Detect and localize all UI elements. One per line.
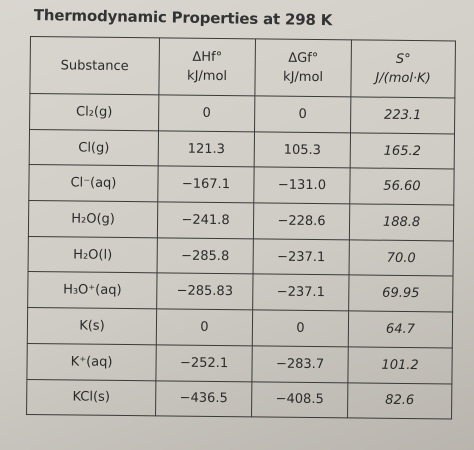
table-row: H₂O(g) −241.8 −228.6 188.8 [28,200,454,241]
substance-cell: Cl(g) [29,129,159,167]
header-symbol: ΔGf° [288,50,319,67]
value-cell: 188.8 [349,203,454,241]
value-cell: 121.3 [158,130,255,168]
table-row: Cl₂(g) 0 0 223.1 [29,93,455,134]
properties-table: Substance ΔHf° kJ/mol ΔGf° kJ/mol S° J/(mol·K)… [26,36,456,420]
header-unit: kJ/mol [187,68,228,85]
substance-cell: K(s) [27,307,157,345]
value-cell: 69.95 [348,275,454,313]
value-cell: −283.7 [251,345,349,383]
header-symbol: ΔHf° [192,49,223,66]
header-cell: Substance [29,36,160,95]
value-cell: −167.1 [157,166,255,203]
table-row: Cl⁻(aq) −167.1 −131.0 56.60 [28,164,455,206]
table-row: H₃O⁺(aq) −285.83 −237.1 69.95 [27,271,454,313]
value-cell: 105.3 [254,131,351,169]
header-cell: ΔGf° kJ/mol [254,38,352,97]
value-cell: −285.83 [156,273,254,310]
substance-cell: Cl₂(g) [29,93,159,131]
value-cell: 0 [254,95,351,133]
table-row: K⁺(aq) −252.1 −283.7 101.2 [26,343,453,384]
header-cell: ΔHf° kJ/mol [158,37,256,96]
substance-cell: K⁺(aq) [26,343,157,381]
header-cell: S° J/(mol·K) [350,39,456,98]
value-cell: 0 [252,309,349,347]
value-cell: −285.8 [157,237,254,275]
value-cell: −228.6 [253,202,350,240]
table-row: KCl(s) −436.5 −408.5 82.6 [26,378,452,420]
header-symbol: S° [395,51,411,67]
value-cell: 56.60 [349,168,455,206]
value-cell: −408.5 [251,381,348,419]
value-cell: 70.0 [349,239,454,277]
substance-cell: Cl⁻(aq) [28,164,159,202]
value-cell: −237.1 [252,274,350,311]
value-cell: 223.1 [350,96,455,134]
table-row: H₂O(l) −285.8 −237.1 70.0 [28,236,454,277]
value-cell: 0 [158,94,255,132]
header-symbol: Substance [60,57,129,74]
substance-cell: H₂O(l) [28,236,158,274]
table-header: Substance ΔHf° kJ/mol ΔGf° kJ/mol S° J/(mol·K) [29,36,456,98]
header-unit: kJ/mol [283,69,324,86]
header-row: Substance ΔHf° kJ/mol ΔGf° kJ/mol S° J/(mol·K) [29,36,456,98]
substance-cell: KCl(s) [26,378,156,417]
table-row: K(s) 0 0 64.7 [27,307,453,348]
value-cell: 101.2 [347,346,453,384]
value-cell: −436.5 [155,380,252,418]
value-cell: 0 [156,308,253,346]
value-cell: 82.6 [347,382,452,420]
value-cell: 64.7 [348,310,453,348]
value-cell: −252.1 [155,344,253,382]
substance-cell: H₃O⁺(aq) [27,271,158,309]
value-cell: −241.8 [157,201,254,239]
substance-cell: H₂O(g) [28,200,158,238]
header-unit: J/(mol·K) [375,70,431,87]
table-body: Cl₂(g) 0 0 223.1 Cl(g) 121.3 105.3 165.2 Cl⁻(aq)… [26,93,455,420]
value-cell: −131.0 [253,167,351,204]
value-cell: −237.1 [253,238,350,276]
value-cell: 165.2 [350,132,455,170]
table-row: Cl(g) 121.3 105.3 165.2 [29,129,455,170]
title: Thermodynamic Properties at 298 K [33,6,333,30]
